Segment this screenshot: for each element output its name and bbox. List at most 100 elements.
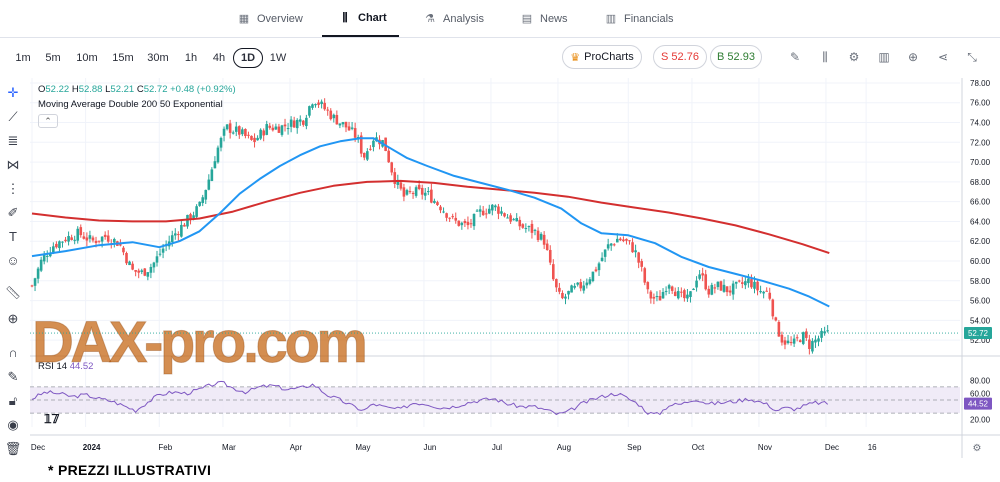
candle-body <box>430 189 433 203</box>
ma-200-line <box>31 179 830 255</box>
candle-body <box>631 242 634 253</box>
text-icon[interactable]: T <box>9 229 17 244</box>
candle-body <box>201 197 205 204</box>
candle-body <box>350 127 354 129</box>
candle-body <box>747 278 750 284</box>
time-tick-label: Mar <box>222 443 236 452</box>
candle-body <box>213 161 217 169</box>
candle-body <box>454 217 458 221</box>
timeframe-10m[interactable]: 10m <box>76 52 98 64</box>
candles <box>30 98 960 355</box>
timeframe-1d[interactable]: 1D <box>233 48 263 68</box>
share-icon[interactable]: ⋖ <box>937 50 949 64</box>
horizontal-lines-icon[interactable]: ≣ <box>7 133 19 148</box>
candle-body <box>722 284 726 292</box>
candle-body <box>326 109 330 111</box>
magnet-icon[interactable]: ∩ <box>8 345 18 360</box>
tab-label: News <box>540 12 568 25</box>
candle-body <box>85 237 89 241</box>
candle-body <box>137 270 140 273</box>
candle-body <box>332 114 336 119</box>
watermark-text: DAX-pro.com <box>32 310 368 375</box>
tab-news[interactable]: ▤ News <box>521 0 568 37</box>
time-tick-label: Jun <box>423 443 436 452</box>
low-label: L <box>105 84 111 95</box>
candle-body <box>570 285 573 293</box>
legend-collapse-button[interactable]: ⌃ <box>38 114 58 128</box>
timeframe-15m[interactable]: 15m <box>112 52 134 64</box>
candle-body <box>234 126 238 132</box>
timeframe-1w[interactable]: 1W <box>269 52 287 64</box>
buy-button[interactable]: B 52.93 <box>710 45 762 69</box>
candle-body <box>347 126 351 131</box>
candle-body <box>134 270 137 272</box>
tab-overview[interactable]: ▦ Overview <box>238 0 303 37</box>
candle-body <box>42 254 46 262</box>
pencil-icon[interactable]: ✎ <box>789 50 801 64</box>
candle-body <box>427 191 430 193</box>
time-tick-label: 16 <box>868 443 877 452</box>
candle-body <box>177 234 180 236</box>
timeframe-4h[interactable]: 4h <box>212 52 226 64</box>
timeframe-30m[interactable]: 30m <box>147 52 169 64</box>
candle-body <box>308 106 311 116</box>
timeframe-1h[interactable]: 1h <box>184 52 198 64</box>
rsi-value-label: 44.52 <box>968 400 989 409</box>
candle-body <box>555 279 558 288</box>
tab-financials[interactable]: ▥ Financials <box>605 0 674 37</box>
candle-body <box>298 119 302 122</box>
emoji-icon[interactable]: ☺ <box>6 253 20 268</box>
settings-icon[interactable]: ⚙ <box>848 50 860 64</box>
tab-chart[interactable]: ⫼ Chart <box>322 0 399 37</box>
price-tick-label: 52.00 <box>970 336 991 345</box>
ruler-icon[interactable]: 📏︎ <box>4 285 22 300</box>
candle-body <box>780 334 784 343</box>
trash-icon[interactable]: 🗑︎ <box>4 441 22 456</box>
candle-body <box>716 281 720 288</box>
candle-type-icon[interactable]: ⫼ <box>822 50 828 64</box>
candle-body <box>774 317 778 321</box>
price-chart-svg[interactable]: DAX-pro.com 78.00 76.00 74.00 72.00 70.00 68.… <box>30 78 1000 458</box>
timeframe-5m[interactable]: 5m <box>45 52 61 64</box>
moving-averages <box>31 137 830 308</box>
zoom-icon[interactable]: ⊕ <box>7 311 19 326</box>
candle-body <box>393 172 397 184</box>
candle-body <box>97 240 101 242</box>
rsi-label: RSI 14 <box>38 361 68 372</box>
bar-chart-icon: ▥ <box>605 12 617 25</box>
candle-body <box>216 147 220 163</box>
tab-label: Financials <box>624 12 674 25</box>
candle-body <box>805 331 808 338</box>
candle-body <box>256 137 259 141</box>
timeframe-1m[interactable]: 1m <box>15 52 31 64</box>
eye-icon[interactable]: ◉ <box>7 417 19 432</box>
candle-body <box>274 126 278 130</box>
candle-body <box>30 285 34 287</box>
collapse-icon[interactable]: ⤡ <box>967 50 977 64</box>
candle-body <box>585 282 589 286</box>
indicators-icon[interactable]: ▥ <box>878 50 890 64</box>
procharts-button[interactable]: ♛ ProCharts <box>562 45 642 69</box>
sell-button[interactable]: S 52.76 <box>653 45 707 69</box>
settings-icon[interactable]: ⚙ <box>973 443 982 454</box>
candle-body <box>189 214 192 220</box>
time-tick-label: Apr <box>290 443 303 452</box>
candle-body <box>643 268 647 283</box>
candle-body <box>402 187 406 197</box>
brush-icon[interactable]: ✐ <box>7 205 19 220</box>
crosshair-icon[interactable]: ✛ <box>7 85 19 100</box>
lock-draw-icon[interactable]: ✎ <box>7 369 19 384</box>
candle-body <box>445 213 448 218</box>
pattern-icon[interactable]: ⋈ <box>6 157 20 172</box>
candle-body <box>594 269 598 272</box>
trendline-icon[interactable]: ⟋ <box>8 109 18 124</box>
candle-body <box>439 206 442 211</box>
fib-icon[interactable]: ⋮ <box>6 181 20 196</box>
chart-area[interactable]: DAX-pro.com 78.00 76.00 74.00 72.00 70.00 68.… <box>30 78 1000 458</box>
candle-body <box>79 227 83 236</box>
add-icon[interactable]: ⊕ <box>907 50 919 64</box>
price-tick-label: 74.00 <box>970 119 991 128</box>
candle-body <box>603 249 607 257</box>
tab-analysis[interactable]: ⚗ Analysis <box>424 0 484 37</box>
lock-icon[interactable]: 🔓︎ <box>8 393 18 408</box>
